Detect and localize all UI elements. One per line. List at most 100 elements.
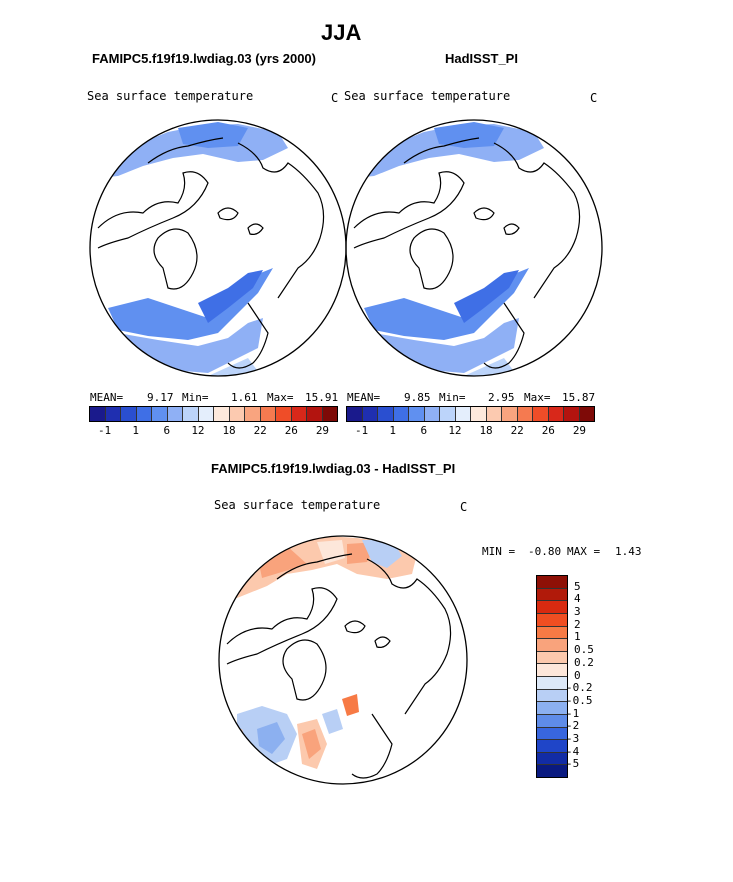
left-mean-value: 9.17 bbox=[147, 391, 174, 404]
diff-coast-greenland bbox=[282, 639, 327, 701]
diff-barents-cool bbox=[322, 709, 343, 734]
left-colorbar-swatch bbox=[167, 407, 183, 421]
right-coast-greenland bbox=[409, 228, 454, 290]
right-colorbar-swatch bbox=[378, 407, 394, 421]
left-colorbar-tick-label: 12 bbox=[191, 424, 205, 437]
diff-colorbar-swatch bbox=[537, 664, 567, 677]
right-colorbar-swatch bbox=[347, 407, 363, 421]
diff-colorbar-swatch bbox=[537, 702, 567, 715]
diff-colorbar-swatch bbox=[537, 714, 567, 728]
left-min-value: 1.61 bbox=[231, 391, 258, 404]
diff-colorbar-tick-label: -3 bbox=[566, 731, 580, 745]
diff-colorbar-swatch bbox=[537, 677, 567, 690]
diff-pacific-cool bbox=[362, 540, 402, 568]
right-colorbar-swatch bbox=[362, 407, 378, 421]
left-max-label: Max= bbox=[267, 391, 294, 404]
diff-colorbar-tick-label: 1 bbox=[574, 630, 581, 644]
diff-colorbar-swatch bbox=[537, 740, 567, 753]
left-colorbar-swatch bbox=[90, 407, 106, 421]
right-atlantic-sst-cold bbox=[364, 268, 529, 340]
right-colorbar-swatch bbox=[440, 407, 456, 421]
right-min-label: Min= bbox=[439, 391, 466, 404]
diff-colorbar-tick-label: 3 bbox=[574, 605, 581, 619]
right-colorbar-swatch bbox=[533, 407, 549, 421]
diff-polar-map bbox=[218, 535, 468, 785]
diff-colorbar-swatch bbox=[537, 601, 567, 614]
left-coast-siberia bbox=[237, 142, 325, 299]
diff-units-label: C bbox=[460, 500, 468, 514]
left-colorbar-ticks: -1 1 6 12 18 22 26 29 bbox=[89, 424, 338, 438]
left-variable-label: Sea surface temperature bbox=[87, 89, 254, 103]
right-pacific-sst-warm bbox=[434, 122, 504, 148]
diff-colorbar-tick-label: -0.2 bbox=[566, 681, 593, 695]
left-colorbar bbox=[89, 406, 338, 422]
right-colorbar-swatch bbox=[564, 407, 580, 421]
right-colorbar-ticks: -1 1 6 12 18 22 26 29 bbox=[346, 424, 595, 438]
left-colorbar-tick-label: 22 bbox=[253, 424, 267, 437]
right-colorbar-swatch bbox=[517, 407, 533, 421]
left-colorbar-swatch bbox=[229, 407, 245, 421]
diff-coast-scandinavia bbox=[351, 713, 393, 779]
right-colorbar-tick-label: 29 bbox=[572, 424, 587, 437]
left-colorbar-swatch bbox=[105, 407, 121, 421]
diff-colorbar-swatch bbox=[537, 651, 567, 665]
right-colorbar bbox=[346, 406, 595, 422]
right-colorbar-swatch bbox=[393, 407, 409, 421]
diff-coast-alaska bbox=[276, 553, 353, 580]
right-map-border bbox=[345, 119, 603, 377]
left-polar-map bbox=[89, 119, 347, 377]
left-coast-scandinavia bbox=[227, 302, 269, 369]
diff-coast-siberia bbox=[366, 558, 452, 715]
right-max-value: 15.87 bbox=[562, 391, 596, 404]
diff-colorbar-tick-label: 2 bbox=[574, 617, 581, 631]
left-coast-greenland bbox=[153, 228, 198, 290]
left-barents-sst bbox=[198, 270, 263, 323]
left-case-title: FAMIPC5.f19f19.lwdiag.03 (yrs 2000) bbox=[92, 51, 316, 66]
left-colorbar-swatch bbox=[291, 407, 307, 421]
left-colorbar-tick-label: 26 bbox=[284, 424, 298, 437]
diff-title: FAMIPC5.f19f19.lwdiag.03 - HadISST_PI bbox=[211, 461, 456, 476]
right-colorbar-swatch bbox=[409, 407, 425, 421]
diff-coast-canada bbox=[226, 587, 338, 665]
diff-colorbar-swatch bbox=[537, 765, 567, 777]
left-colorbar-swatch bbox=[322, 407, 337, 421]
diff-colorbar-tick-label: -0.5 bbox=[566, 693, 593, 707]
diff-colorbar-swatch bbox=[537, 588, 567, 602]
diff-colorbar-tick-label: -1 bbox=[566, 706, 580, 720]
right-colorbar-tick-label: 1 bbox=[389, 424, 396, 437]
diff-colorbar-swatch bbox=[537, 613, 567, 627]
diff-barents-warm bbox=[342, 694, 359, 716]
left-coast-islands bbox=[217, 207, 264, 235]
diff-colorbar-tick-label: 0.5 bbox=[574, 643, 594, 657]
left-colorbar-swatch bbox=[276, 407, 292, 421]
diff-colorbar-tick-label: -5 bbox=[566, 757, 580, 771]
left-colorbar-swatch bbox=[121, 407, 137, 421]
diff-colorbar-tick-label: 5 bbox=[574, 579, 581, 593]
diff-colorbar-tick-label: -4 bbox=[566, 744, 580, 758]
left-mean-label: MEAN= bbox=[90, 391, 124, 404]
right-colorbar-swatch bbox=[502, 407, 518, 421]
diff-colorbar-tick-label: 0.2 bbox=[574, 655, 594, 669]
diff-variable-label: Sea surface temperature bbox=[214, 498, 381, 512]
diff-pacific-warmer bbox=[257, 542, 377, 578]
diff-colorbar-tick-label: 0 bbox=[574, 668, 581, 682]
right-mean-label: MEAN= bbox=[347, 391, 381, 404]
left-coast-canada bbox=[97, 171, 209, 249]
right-min-value: 2.95 bbox=[488, 391, 515, 404]
right-colorbar-tick-label: -1 bbox=[354, 424, 369, 437]
right-colorbar-tick-label: 12 bbox=[448, 424, 462, 437]
left-colorbar-tick-label: 6 bbox=[163, 424, 171, 437]
right-colorbar-swatch bbox=[486, 407, 502, 421]
diff-colorbar-swatch bbox=[537, 689, 567, 703]
diff-colorbar-swatch bbox=[537, 752, 567, 766]
diff-map-border bbox=[218, 535, 468, 785]
diff-coast-islands bbox=[344, 620, 391, 648]
right-colorbar-tick-label: 26 bbox=[541, 424, 555, 437]
left-colorbar-swatch bbox=[198, 407, 214, 421]
left-colorbar-tick-label: 18 bbox=[222, 424, 236, 437]
right-colorbar-swatch bbox=[548, 407, 564, 421]
right-coast-canada bbox=[353, 171, 465, 249]
left-colorbar-swatch bbox=[260, 407, 276, 421]
left-atlantic-sst-cold bbox=[108, 268, 273, 340]
right-variable-label: Sea surface temperature bbox=[344, 89, 511, 103]
